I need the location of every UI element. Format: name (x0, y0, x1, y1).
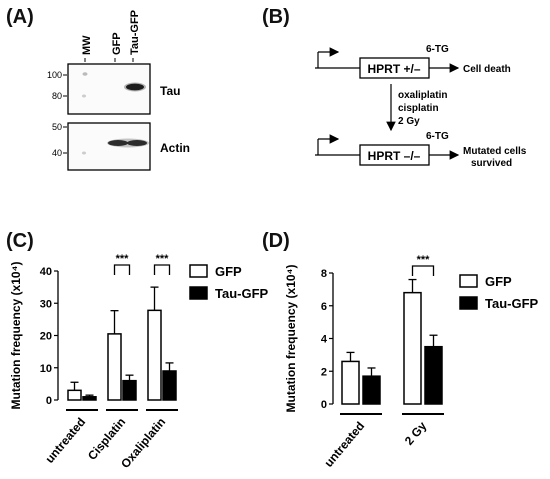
panel-c-label: (C) (6, 230, 34, 252)
c-legend-label: GFP (215, 264, 242, 279)
actin-band-tau-gfp (127, 140, 147, 146)
outcome-mutated-cells: Mutated cells (463, 146, 527, 157)
d-significance-bracket (411, 265, 435, 276)
actin-marker-50: 50 (52, 122, 62, 132)
panel-a-label: (A) (6, 6, 34, 28)
d-legend-label: Tau-GFP (485, 296, 539, 311)
actin-band-gfp (108, 140, 128, 146)
d-y-tick-label: 0 (321, 399, 327, 411)
d-legend-swatch (459, 296, 478, 310)
treatment-2gy: 2 Gy (398, 116, 420, 127)
d-bar-tau-gfp-1 (424, 345, 443, 405)
c-y-axis-label: Mutation frequency (x10⁴) (9, 262, 23, 410)
c-significance-label: *** (156, 253, 170, 265)
actin-marker-band-40 (82, 151, 86, 155)
outcome-survived: survived (471, 158, 512, 169)
tau-blot-membrane (67, 63, 151, 115)
tau-band (126, 83, 144, 91)
panel-b-label: (B) (262, 6, 290, 28)
d-y-tick-label: 6 (321, 301, 327, 313)
d-bar-gfp-1 (403, 291, 422, 405)
d-category-label: 2 Gy (402, 419, 430, 448)
treatment-cisplatin: cisplatin (398, 103, 439, 114)
d-significance-label: *** (417, 254, 431, 266)
tau-marker-band-100 (82, 72, 88, 76)
drug-label-bottom: 6-TG (426, 131, 449, 142)
d-y-tick-label: 8 (321, 268, 327, 280)
d-y-tick-label: 2 (321, 366, 327, 378)
c-y-tick-label: 0 (46, 395, 52, 407)
drug-label-top: 6-TG (426, 44, 449, 55)
d-y-tick-label: 4 (321, 334, 328, 346)
panel-d-label: (D) (262, 230, 290, 252)
c-legend-label: Tau-GFP (215, 286, 269, 301)
c-y-tick-label: 20 (40, 331, 52, 343)
d-legend-label: GFP (485, 274, 512, 289)
c-legend-swatch (189, 286, 208, 300)
c-y-tick-label: 40 (40, 266, 52, 278)
lane-label-mw: MW (81, 35, 93, 55)
lane-label-tau-gfp: Tau-GFP (129, 10, 141, 55)
hprt-heterozygous-label: HPRT +/– (367, 62, 420, 76)
d-y-axis-label: Mutation frequency (x10⁴) (284, 265, 298, 413)
c-legend-swatch (189, 264, 208, 278)
tau-label: Tau (160, 84, 180, 98)
c-significance-bracket (113, 264, 131, 275)
d-bar-gfp-0 (341, 360, 360, 405)
c-significance-label: *** (116, 253, 130, 265)
tau-marker-band-80 (82, 94, 86, 98)
c-y-tick-label: 30 (40, 298, 52, 310)
tau-marker-80: 80 (52, 91, 62, 101)
treatment-oxaliplatin: oxaliplatin (398, 90, 447, 101)
tau-marker-100: 100 (47, 70, 62, 80)
c-y-tick-label: 10 (40, 363, 52, 375)
c-significance-bracket (153, 264, 171, 275)
hprt-null-label: HPRT –/– (368, 149, 421, 163)
lane-label-gfp: GFP (111, 32, 123, 55)
d-bar-tau-gfp-0 (362, 375, 381, 405)
actin-blot-membrane (67, 122, 151, 171)
actin-label: Actin (160, 141, 190, 155)
outcome-cell-death: Cell death (463, 64, 511, 75)
actin-marker-40: 40 (52, 148, 62, 158)
d-category-label: untreated (321, 419, 367, 470)
d-legend-swatch (459, 274, 478, 288)
